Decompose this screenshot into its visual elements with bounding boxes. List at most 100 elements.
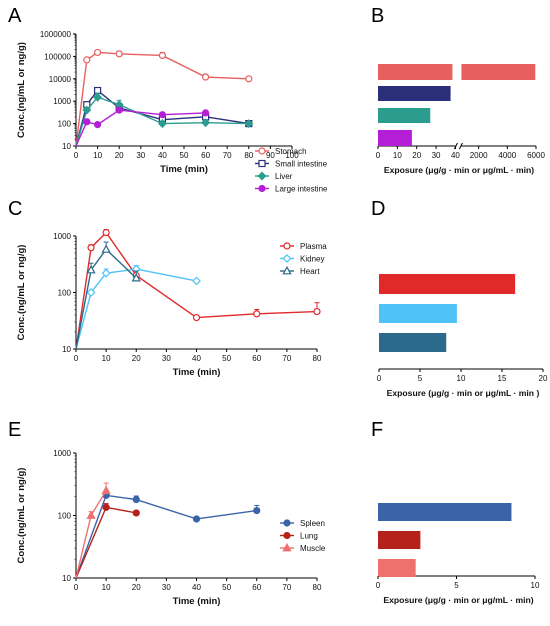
x-tick-label: 10 bbox=[102, 354, 111, 363]
x-tick-label: 0 bbox=[74, 583, 79, 592]
x-tick-label: 90 bbox=[266, 151, 275, 160]
bar bbox=[378, 108, 431, 123]
x-axis-label: Exposure (μg/g · min or μg/mL · min) bbox=[384, 165, 534, 175]
data-point bbox=[313, 307, 321, 316]
panel-letter-c: C bbox=[8, 198, 22, 220]
x-tick-label: 40 bbox=[192, 583, 201, 592]
data-point bbox=[102, 228, 110, 237]
series-plasma bbox=[75, 228, 321, 350]
x-tick-label: 70 bbox=[223, 151, 232, 160]
x-tick-label: 20 bbox=[412, 151, 421, 160]
x-tick-label: 20 bbox=[539, 374, 548, 383]
y-tick-label: 10 bbox=[62, 345, 71, 354]
data-point bbox=[202, 109, 210, 117]
y-tick-label: 100 bbox=[58, 120, 72, 129]
bar bbox=[379, 333, 447, 352]
series-muscle bbox=[75, 482, 111, 579]
data-point bbox=[115, 50, 123, 58]
x-tick-label: 20 bbox=[132, 354, 141, 363]
y-tick-label: 100000 bbox=[44, 52, 71, 61]
y-axis-label: Conc.(ng/mL or ng/g) bbox=[16, 468, 27, 564]
data-point bbox=[244, 119, 254, 129]
x-tick-label: 20 bbox=[115, 151, 124, 160]
legend-label: Liver bbox=[275, 172, 293, 181]
data-point bbox=[82, 105, 92, 115]
data-point bbox=[202, 73, 210, 81]
legend-marker bbox=[282, 265, 292, 275]
x-tick-label: 80 bbox=[244, 151, 253, 160]
bar bbox=[378, 64, 453, 80]
data-point bbox=[132, 509, 140, 517]
legend-marker bbox=[282, 254, 292, 263]
x-axis-label: Exposure (μg/g · min or μg/mL · min) bbox=[383, 595, 533, 605]
series-line bbox=[75, 231, 318, 350]
data-point bbox=[86, 264, 96, 274]
x-tick-label: 0 bbox=[377, 374, 382, 383]
legend-marker bbox=[258, 184, 266, 193]
data-point bbox=[86, 510, 96, 519]
x-tick-label: 10 bbox=[531, 581, 540, 590]
y-tick-label: 10 bbox=[62, 142, 71, 151]
bar bbox=[378, 531, 421, 549]
y-tick-label: 10000 bbox=[49, 75, 72, 84]
series-lung bbox=[75, 503, 140, 579]
legend-label: Lung bbox=[300, 532, 318, 541]
panel-letter-f: F bbox=[371, 419, 383, 441]
legend-label: Large intestine bbox=[275, 185, 328, 194]
legend-marker bbox=[282, 542, 292, 552]
legend-marker bbox=[257, 171, 267, 181]
data-point bbox=[131, 273, 141, 282]
axis-break-mark bbox=[458, 142, 463, 150]
y-tick-label: 100 bbox=[58, 512, 72, 521]
y-tick-label: 1000 bbox=[53, 232, 71, 241]
x-tick-label: 50 bbox=[222, 354, 231, 363]
data-point bbox=[101, 485, 111, 495]
data-point bbox=[253, 506, 261, 515]
data-point bbox=[93, 48, 102, 57]
legend-label: Kidney bbox=[300, 255, 324, 264]
x-tick-label: 30 bbox=[432, 151, 441, 160]
panel-letter-a: A bbox=[8, 5, 22, 27]
legend: Stomach Small intestine Liver Large intesti… bbox=[255, 147, 328, 194]
data-point bbox=[158, 111, 166, 119]
data-point bbox=[87, 244, 95, 252]
legend-marker bbox=[283, 531, 291, 540]
x-tick-label: 0 bbox=[74, 151, 79, 160]
data-point bbox=[83, 56, 91, 64]
bar bbox=[378, 503, 512, 521]
legend-marker bbox=[258, 159, 266, 168]
y-tick-label: 10 bbox=[62, 574, 71, 583]
series-heart bbox=[75, 241, 141, 350]
y-tick-label: 1000000 bbox=[40, 30, 72, 39]
series-line bbox=[75, 248, 137, 350]
bar bbox=[378, 559, 416, 577]
data-point bbox=[86, 288, 96, 297]
series-stomach bbox=[75, 48, 253, 147]
x-tick-label: 100 bbox=[285, 151, 299, 160]
series-large-intestine bbox=[75, 106, 210, 147]
y-tick-label: 1000 bbox=[53, 449, 71, 458]
data-point bbox=[101, 244, 111, 253]
y-tick-label: 1000 bbox=[53, 97, 71, 106]
x-tick-label: 5 bbox=[418, 374, 423, 383]
x-tick-label: 80 bbox=[313, 583, 322, 592]
legend-label: Plasma bbox=[300, 242, 327, 251]
legend: Spleen Lung Muscle bbox=[280, 519, 326, 553]
panel-letter-b: B bbox=[371, 5, 384, 27]
x-tick-label: 10 bbox=[393, 151, 402, 160]
data-point bbox=[102, 503, 110, 511]
y-tick-label: 100 bbox=[58, 289, 72, 298]
bar-chart-b: 0 10 20 30 40 2000 4000 6000 Exposure (μg/g · mi… bbox=[376, 64, 545, 175]
data-point bbox=[115, 106, 123, 114]
legend: Plasma Kidney Heart bbox=[280, 242, 327, 276]
x-tick-label: 0 bbox=[74, 354, 79, 363]
legend-marker bbox=[283, 519, 291, 527]
x-tick-label: 5 bbox=[454, 581, 459, 590]
x-tick-label: 0 bbox=[376, 581, 381, 590]
x-tick-label: 40 bbox=[192, 354, 201, 363]
bar bbox=[461, 64, 536, 80]
panel-letter-e: E bbox=[8, 419, 21, 441]
bar-chart-d: 0 5 10 15 20 Exposure (μg/g · min or μg/mL · … bbox=[377, 274, 548, 398]
